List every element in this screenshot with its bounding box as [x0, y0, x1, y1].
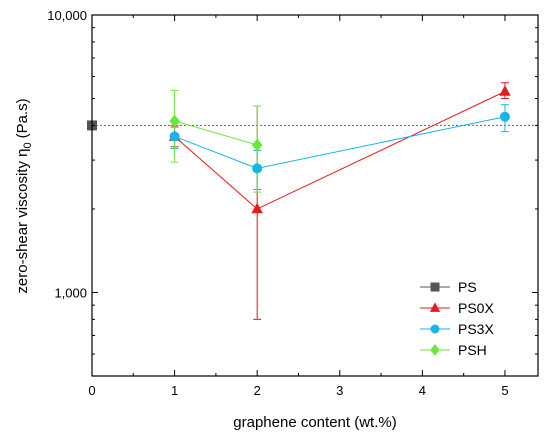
data-point-psh	[251, 138, 263, 152]
legend: PS PS0X PS3X PSH	[420, 279, 494, 358]
x-tick-label: 1	[171, 383, 178, 398]
data-point-ps0x	[499, 85, 511, 96]
y-axis-title: zero-shear viscosity η0 (Pa.s)	[14, 98, 34, 293]
plot-layer	[87, 82, 538, 320]
y-tick-label: 1,000	[54, 285, 87, 300]
data-point-ps3x	[252, 163, 263, 174]
series-line-ps3x	[174, 116, 506, 169]
legend-marker-ps3x	[430, 324, 440, 334]
y-tick-label: 10,000	[47, 8, 87, 23]
y-axis-title-unit: (Pa.s)	[14, 98, 31, 138]
legend-marker-ps0x	[429, 302, 441, 312]
data-point-psh	[169, 114, 180, 128]
x-tick-label: 0	[88, 383, 95, 398]
x-tick-label: 2	[254, 383, 261, 398]
x-tick-label: 5	[501, 383, 508, 398]
y-axis-title-sub: 0	[22, 142, 34, 148]
axis-layer: 0 1 2 3 4 5 1,000 10,000	[47, 8, 538, 398]
data-point-ps0x	[251, 202, 263, 214]
legend-label-ps3x: PS3X	[458, 321, 494, 337]
x-tick-label: 3	[336, 383, 343, 398]
series-line-psh	[174, 120, 258, 146]
legend-label-psh: PSH	[458, 342, 487, 358]
legend-label-ps: PS	[458, 279, 477, 295]
x-tick-label: 4	[419, 383, 426, 398]
series-line-ps0x	[174, 91, 506, 210]
y-axis-title-main: zero-shear viscosity η	[14, 149, 31, 294]
legend-label-ps0x: PS0X	[458, 300, 494, 316]
data-point-ps3x	[499, 111, 510, 122]
plot-frame	[91, 14, 539, 377]
legend-marker-psh	[430, 344, 440, 356]
x-axis-title: graphene content (wt.%)	[233, 414, 396, 431]
legend-marker-ps	[430, 282, 440, 292]
data-point-ps3x	[169, 131, 180, 142]
